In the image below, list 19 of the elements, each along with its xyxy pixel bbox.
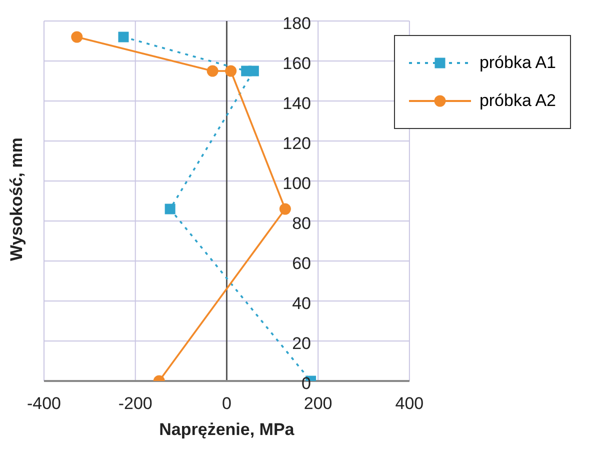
legend-label: próbka A2 [479,91,556,111]
y-tick-label: 0 [302,374,311,393]
x-tick-label: 400 [395,394,424,414]
x-tick-label: -400 [26,394,62,414]
y-tick-label: 100 [282,174,311,193]
y-tick-label: 120 [282,134,311,153]
y-tick-label: 40 [292,294,311,313]
y-tick-label: 20 [292,334,311,353]
y-tick-label: 80 [292,214,311,233]
legend-label: próbka A1 [479,53,556,73]
x-tick-label: 200 [304,394,332,414]
y-axis-title: Wysokość, mm [7,138,26,261]
x-axis-title: Naprężenie, MPa [159,420,295,439]
y-tick-label: 180 [282,14,311,33]
y-tick-label: 60 [292,254,311,273]
y-tick-label: 140 [282,94,311,113]
x-tick-label: -200 [118,394,152,414]
x-tick-label: 0 [222,394,232,414]
y-tick-label: 160 [282,54,311,73]
